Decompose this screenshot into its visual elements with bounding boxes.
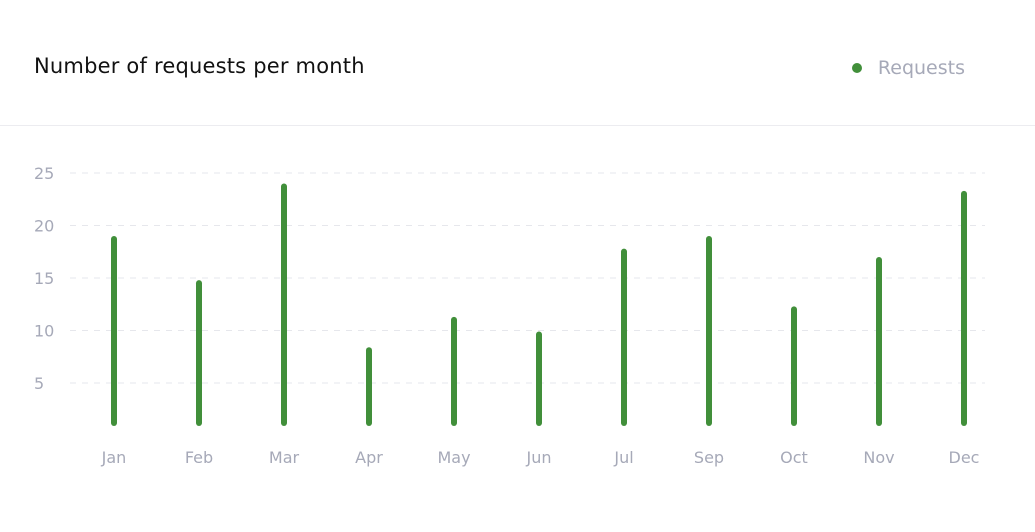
grid-lines: [70, 172, 985, 384]
y-tick-label: 20: [34, 217, 54, 236]
bars: [111, 183, 967, 426]
chart-legend[interactable]: Requests: [851, 57, 965, 79]
y-tick-label: 25: [34, 164, 54, 183]
chart-area: 5 10 15 20 25 Jan Feb Mar Apr May Jun Jul Sep Oct Nov…: [0, 127, 1035, 532]
x-tick-label: Sep: [694, 448, 724, 467]
y-tick-label: 10: [34, 322, 54, 341]
x-tick-label: Mar: [269, 448, 300, 467]
x-tick-label: Jun: [526, 448, 552, 467]
x-tick-label: Jan: [101, 448, 127, 467]
legend-label: Requests: [877, 57, 965, 79]
y-tick-label: 5: [34, 374, 44, 393]
card-header: Number of requests per month Requests: [0, 0, 1035, 126]
chart-title: Number of requests per month: [34, 54, 365, 78]
y-tick-label: 15: [34, 269, 54, 288]
x-tick-label: Apr: [355, 448, 383, 467]
x-tick-label: Dec: [949, 448, 980, 467]
x-tick-label: Feb: [185, 448, 213, 467]
y-axis-ticks: 5 10 15 20 25: [34, 164, 54, 393]
x-tick-label: Nov: [863, 448, 894, 467]
legend-dot-icon: [851, 63, 862, 73]
x-tick-label: Oct: [780, 448, 808, 467]
x-axis-ticks: Jan Feb Mar Apr May Jun Jul Sep Oct Nov Dec: [101, 448, 980, 467]
x-tick-label: May: [437, 448, 470, 467]
x-tick-label: Jul: [613, 448, 633, 467]
bar-chart: 5 10 15 20 25 Jan Feb Mar Apr May Jun Jul Sep Oct Nov…: [34, 164, 985, 467]
